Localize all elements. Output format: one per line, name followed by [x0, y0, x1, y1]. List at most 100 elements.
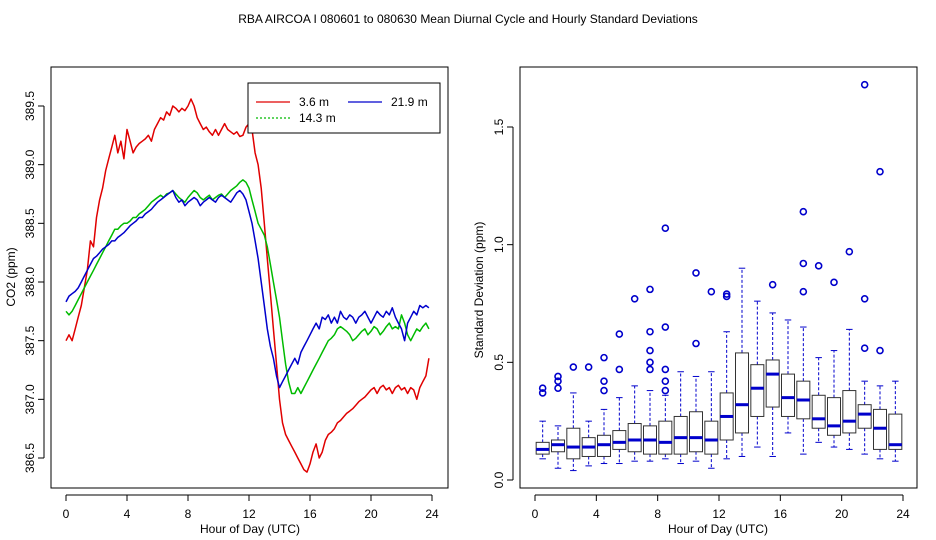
box-hour-19.5 — [827, 278, 841, 448]
iqr-box — [842, 390, 857, 434]
right-x-tick-label: 20 — [835, 507, 849, 521]
box-hour-13.5 — [735, 267, 749, 457]
right-x-tick-label: 4 — [593, 507, 600, 521]
box-hour-21.5 — [857, 80, 872, 455]
right-x-tick-label: 16 — [774, 507, 788, 521]
iqr-box — [750, 364, 765, 417]
left-x-tick-label: 24 — [425, 507, 439, 521]
outlier-point — [722, 292, 731, 301]
right-x-axis-label: Hour of Day (UTC) — [668, 522, 768, 536]
left-y-tick-label: 387.0 — [23, 384, 37, 414]
series-line-21.9m — [65, 189, 430, 389]
right-x-tick-label: 0 — [532, 507, 539, 521]
outlier-point — [584, 363, 593, 371]
box-hour-12.5 — [719, 290, 734, 460]
iqr-box — [566, 427, 581, 460]
legend-label-3.6m: 3.6 m — [299, 95, 329, 109]
outlier-point — [799, 287, 808, 296]
outlier-point — [646, 285, 654, 294]
outlier-point — [876, 167, 884, 176]
legend-label-21.9m: 21.9 m — [391, 95, 428, 109]
left-y-tick-label: 387.5 — [23, 325, 37, 355]
iqr-box — [781, 373, 795, 417]
outlier-point — [569, 363, 578, 371]
right-x-tick-label: 12 — [712, 507, 726, 521]
outlier-point — [692, 339, 700, 348]
outlier-point — [707, 287, 716, 296]
left-x-tick-label: 4 — [124, 507, 131, 521]
right-x-tick-label: 8 — [654, 507, 661, 521]
right-box-plots — [535, 80, 903, 472]
outlier-point — [615, 365, 624, 374]
iqr-box — [673, 415, 688, 455]
iqr-box — [689, 411, 703, 453]
outlier-point — [538, 389, 547, 397]
box-hour-1.5 — [551, 372, 565, 469]
box-hour-6.5 — [627, 294, 642, 462]
mean-diurnal-cycle-chart: 0 4 8 12 16 20 24 386.5 387.0 387.5 388.0 388.5 389.… — [4, 66, 449, 536]
box-hour-14.5 — [750, 300, 765, 448]
left-x-tick-label: 0 — [63, 507, 70, 521]
outlier-point — [830, 278, 838, 287]
left-y-tick-label: 386.5 — [23, 443, 37, 473]
iqr-box — [735, 352, 749, 434]
outlier-point — [692, 269, 700, 277]
outlier-point — [799, 259, 808, 268]
legend-box — [247, 82, 441, 134]
left-axes: 0 4 8 12 16 20 24 386.5 387.0 387.5 388.0 388.5 389.… — [23, 91, 439, 521]
left-y-tick-label: 388.0 — [23, 267, 37, 297]
left-y-tick-label: 388.5 — [23, 208, 37, 238]
outlier-point — [630, 294, 639, 303]
box-hour-15.5 — [765, 280, 780, 457]
left-x-tick-label: 20 — [364, 507, 378, 521]
iqr-box — [627, 423, 642, 453]
left-x-axis-label: Hour of Day (UTC) — [200, 522, 300, 536]
outlier-point — [600, 386, 608, 395]
left-x-tick-label: 16 — [303, 507, 317, 521]
right-plot-frame — [519, 66, 918, 489]
right-axes: 0 4 8 12 16 20 24 0.0 0.5 1.0 1.5 — [492, 118, 910, 521]
series-line-14.3m — [65, 179, 430, 395]
outlier-point — [646, 346, 654, 355]
outlier-point — [538, 384, 547, 393]
outlier-point — [845, 247, 854, 256]
box-hour-3.5 — [581, 363, 596, 467]
outlier-point — [860, 80, 869, 89]
iqr-box — [704, 420, 719, 455]
iqr-box — [857, 404, 872, 429]
box-hour-16.5 — [781, 319, 795, 434]
outlier-point — [768, 280, 777, 289]
legend-label-14.3m: 14.3 m — [299, 111, 336, 125]
outlier-point — [646, 365, 654, 374]
outlier-point — [646, 358, 654, 367]
iqr-box — [811, 394, 826, 429]
box-hour-2.5 — [566, 363, 581, 472]
outlier-point — [814, 262, 823, 270]
iqr-box — [827, 397, 841, 436]
iqr-box — [658, 420, 673, 455]
outlier-point — [860, 294, 869, 303]
outlier-point — [554, 372, 562, 381]
box-hour-23.5 — [888, 380, 903, 462]
box-hour-5.5 — [612, 330, 627, 465]
figure-title: RBA AIRCOA I 080601 to 080630 Mean Diurn… — [238, 12, 698, 26]
iqr-box — [888, 413, 903, 450]
outlier-point — [554, 384, 562, 393]
outlier-point — [615, 330, 624, 338]
left-y-tick-label: 389.5 — [23, 91, 37, 121]
left-x-tick-label: 8 — [185, 507, 192, 521]
box-hour-4.5 — [597, 353, 611, 465]
left-y-axis-label: CO2 (ppm) — [4, 247, 18, 306]
box-hour-8.5 — [658, 224, 673, 460]
outlier-point — [799, 207, 808, 216]
outlier-point — [661, 377, 670, 385]
iqr-box — [612, 430, 627, 450]
legend: 3.6 m 14.3 m 21.9 m — [247, 82, 441, 134]
box-hour-11.5 — [704, 287, 719, 469]
left-plot-frame — [50, 66, 449, 489]
outlier-point — [661, 386, 670, 395]
hourly-std-dev-chart: 0 4 8 12 16 20 24 0.0 0.5 1.0 1.5 Hour of Day (UTC… — [472, 66, 918, 536]
right-y-tick-label: 0.5 — [492, 354, 506, 371]
outlier-point — [661, 224, 670, 232]
